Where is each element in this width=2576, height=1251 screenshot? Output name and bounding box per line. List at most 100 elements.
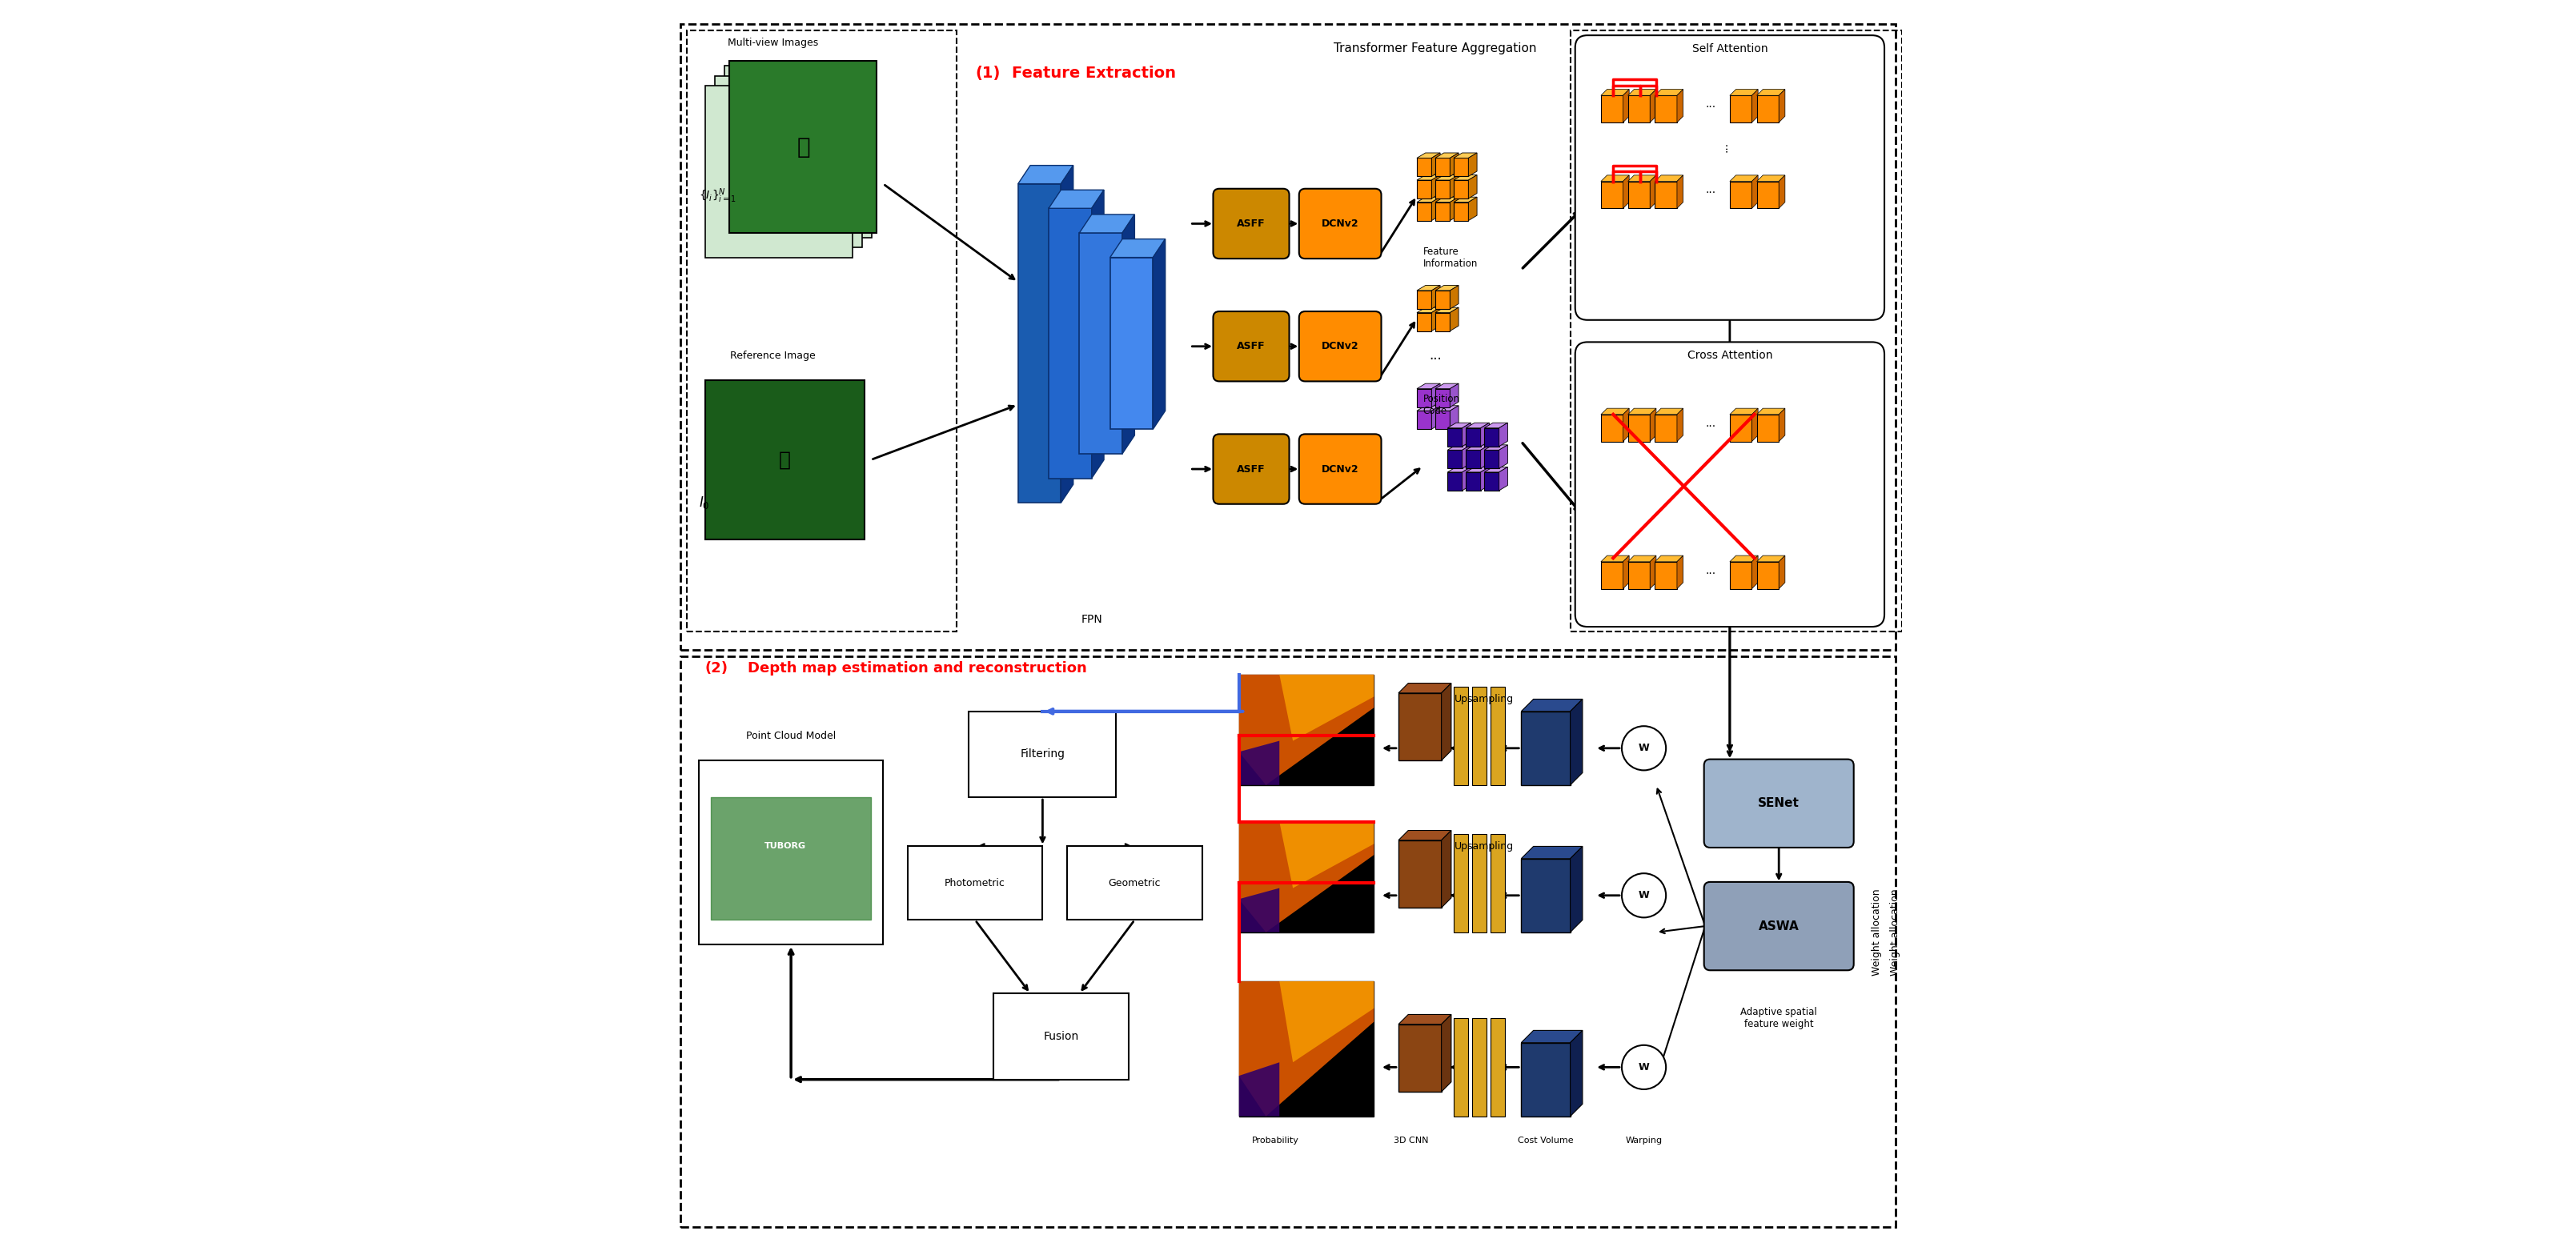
Bar — [1600, 562, 1623, 589]
Polygon shape — [1780, 89, 1785, 123]
Polygon shape — [1651, 89, 1656, 123]
Text: Probability: Probability — [1252, 1137, 1298, 1145]
Text: DCNv2: DCNv2 — [1321, 219, 1358, 229]
Polygon shape — [1463, 423, 1471, 447]
Polygon shape — [1432, 198, 1440, 220]
Text: $I_0$: $I_0$ — [698, 495, 711, 510]
Polygon shape — [1123, 214, 1133, 454]
Polygon shape — [1752, 408, 1757, 442]
Bar — [1628, 181, 1651, 209]
Bar — [1417, 313, 1432, 332]
Bar — [1757, 95, 1780, 123]
Text: (1): (1) — [976, 66, 999, 81]
FancyBboxPatch shape — [1574, 342, 1886, 627]
Text: Feature Extraction: Feature Extraction — [1012, 66, 1177, 81]
Circle shape — [1623, 726, 1667, 771]
Polygon shape — [1092, 190, 1105, 478]
Bar — [1399, 1025, 1443, 1092]
Polygon shape — [1780, 555, 1785, 589]
Bar — [1239, 822, 1373, 932]
Polygon shape — [1677, 175, 1682, 209]
Polygon shape — [1018, 165, 1074, 184]
Bar — [1435, 290, 1450, 309]
Text: Cost Volume: Cost Volume — [1517, 1137, 1574, 1145]
Text: Point Cloud Model: Point Cloud Model — [747, 731, 837, 741]
Text: SENet: SENet — [1757, 797, 1801, 809]
Bar — [1728, 181, 1752, 209]
Bar — [1448, 450, 1463, 468]
FancyBboxPatch shape — [1213, 434, 1288, 504]
FancyBboxPatch shape — [1574, 35, 1886, 320]
Polygon shape — [1448, 445, 1471, 450]
Polygon shape — [1280, 674, 1373, 741]
Bar — [1453, 180, 1468, 199]
Polygon shape — [1651, 175, 1656, 209]
Polygon shape — [1757, 175, 1785, 181]
Polygon shape — [1623, 555, 1628, 589]
Polygon shape — [1571, 847, 1582, 932]
Bar — [1399, 841, 1443, 908]
Bar — [1471, 687, 1486, 786]
Polygon shape — [1623, 408, 1628, 442]
FancyBboxPatch shape — [1298, 189, 1381, 259]
Polygon shape — [1435, 175, 1458, 180]
Bar — [1757, 562, 1780, 589]
Polygon shape — [1048, 190, 1105, 209]
Polygon shape — [1728, 89, 1757, 95]
Bar — [1628, 562, 1651, 589]
Bar — [1079, 233, 1123, 454]
Polygon shape — [1600, 89, 1628, 95]
Polygon shape — [1481, 423, 1489, 447]
Polygon shape — [1623, 89, 1628, 123]
Polygon shape — [1435, 198, 1458, 203]
Bar — [1600, 181, 1623, 209]
Text: ...: ... — [1718, 141, 1728, 153]
Text: DCNv2: DCNv2 — [1321, 342, 1358, 352]
Bar — [1417, 389, 1432, 407]
Text: Self Attention: Self Attention — [1692, 44, 1767, 54]
Polygon shape — [1079, 214, 1133, 233]
Bar — [1453, 1018, 1468, 1116]
Bar — [1600, 95, 1623, 123]
Text: ...: ... — [1705, 184, 1716, 195]
Bar — [1448, 428, 1463, 447]
Bar — [1492, 687, 1504, 786]
Bar — [1522, 712, 1571, 786]
Bar — [1453, 834, 1468, 932]
Polygon shape — [1728, 555, 1757, 562]
FancyBboxPatch shape — [1298, 311, 1381, 382]
Text: Upsampling: Upsampling — [1455, 694, 1515, 704]
Polygon shape — [1463, 445, 1471, 468]
Bar — [724, 66, 873, 238]
Bar — [1417, 410, 1432, 429]
Bar — [1628, 414, 1651, 442]
Bar — [1728, 95, 1752, 123]
Polygon shape — [1417, 384, 1440, 389]
Polygon shape — [1417, 153, 1440, 158]
Polygon shape — [1448, 423, 1471, 428]
Polygon shape — [1453, 175, 1476, 180]
Bar — [1417, 290, 1432, 309]
Polygon shape — [1752, 89, 1757, 123]
Polygon shape — [1757, 89, 1785, 95]
Bar — [1453, 687, 1468, 786]
Text: ASFF: ASFF — [1236, 464, 1265, 474]
Text: ...: ... — [1705, 99, 1716, 110]
Polygon shape — [1499, 423, 1507, 447]
Polygon shape — [1628, 408, 1656, 414]
Text: Adaptive spatial
feature weight: Adaptive spatial feature weight — [1741, 1007, 1816, 1030]
Bar — [1417, 203, 1432, 220]
Polygon shape — [1522, 1031, 1582, 1042]
Polygon shape — [1154, 239, 1164, 429]
Bar — [1628, 95, 1651, 123]
Bar — [1484, 428, 1499, 447]
Bar — [1448, 472, 1463, 490]
Bar — [1522, 858, 1571, 932]
Polygon shape — [1780, 408, 1785, 442]
Bar — [1417, 158, 1432, 176]
Text: W: W — [1638, 891, 1649, 901]
Polygon shape — [1453, 198, 1476, 203]
Polygon shape — [1499, 467, 1507, 490]
Bar — [680, 24, 1896, 651]
Text: 🌿: 🌿 — [796, 136, 809, 158]
